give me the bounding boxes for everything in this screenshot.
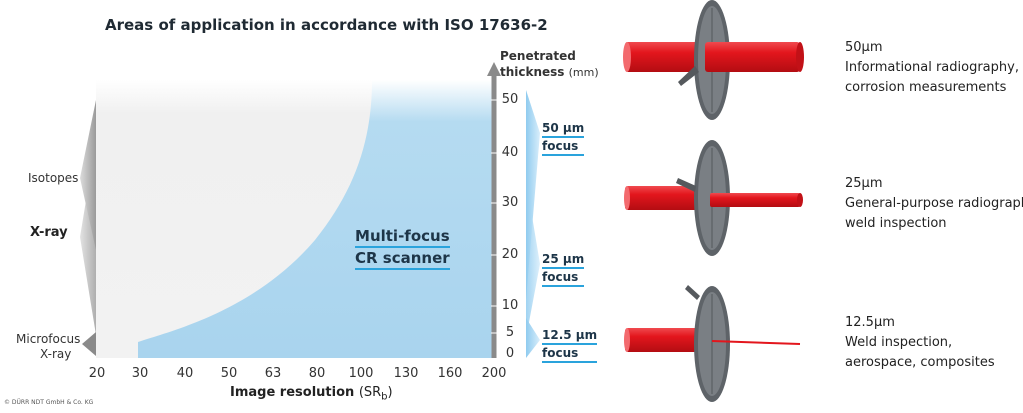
description-line: General-purpose radiography, (845, 196, 1023, 211)
microfocus-label-line2: X-ray (40, 347, 72, 361)
x-tick: 50 (220, 366, 238, 381)
description-title: 25µm (845, 176, 883, 191)
copyright-notice: © DÜRR NDT GmbH & Co. KG (4, 399, 94, 406)
focus-12-illustration (624, 285, 801, 402)
diagram-title: Areas of application in accordance with … (105, 16, 548, 34)
y-tick: 40 (501, 145, 519, 160)
description-25: 25µm General-purpose radiography, weld i… (845, 174, 1023, 234)
x-tick: 30 (131, 366, 149, 381)
focus-12-chevron (526, 318, 540, 358)
description-line: Weld inspection, (845, 335, 953, 350)
description-line: corrosion measurements (845, 80, 1007, 95)
description-50: 50µm Informational radiography, corrosio… (845, 38, 1019, 98)
scanner-label-line1: Multi-focus (355, 226, 450, 248)
y-tick: 5 (505, 325, 515, 340)
x-tick: 80 (308, 366, 326, 381)
y-tick: 30 (501, 195, 519, 210)
y-axis-label-line1: Penetrated (500, 49, 576, 63)
x-axis-label-text: Image resolution (230, 385, 355, 400)
y-tick: 20 (501, 247, 519, 262)
focus-25-label: 25 µm focus (542, 251, 585, 287)
x-axis-unit: (SRb) (358, 385, 393, 403)
x-tick: 63 (264, 366, 282, 381)
y-axis-label: Penetrated thickness (mm) (500, 48, 599, 81)
y-tick: 0 (505, 346, 515, 361)
x-tick: 130 (393, 366, 419, 381)
focus-50-illustration (623, 0, 804, 120)
description-12: 12.5µm Weld inspection, aerospace, compo… (845, 313, 995, 373)
y-tick: 10 (501, 298, 519, 313)
focus-25-chevron (526, 180, 540, 338)
scanner-area (138, 80, 494, 358)
x-axis-label: Image resolution (SRb) (230, 385, 393, 403)
x-tick: 160 (437, 366, 463, 381)
description-line: aerospace, composites (845, 355, 995, 370)
x-tick: 200 (481, 366, 507, 381)
y-axis-label-line2: thickness (500, 65, 565, 79)
microfocus-label-line1: Microfocus (16, 332, 81, 346)
focus-12-label: 12.5 µm focus (542, 327, 598, 363)
x-tick: 40 (176, 366, 194, 381)
description-title: 12.5µm (845, 315, 895, 330)
focus-50-label: 50 µm focus (542, 120, 585, 156)
description-title: 50µm (845, 40, 883, 55)
xray-bracket (80, 140, 96, 335)
isotopes-label: Isotopes (28, 171, 79, 185)
x-tick: 100 (348, 366, 374, 381)
description-line: Informational radiography, (845, 60, 1019, 75)
scanner-label: Multi-focus CR scanner (355, 226, 450, 270)
y-tick: 50 (501, 92, 519, 107)
description-line: weld inspection (845, 216, 947, 231)
y-axis-unit: (mm) (568, 66, 599, 79)
microfocus-bracket (82, 332, 96, 356)
x-tick: 20 (88, 366, 106, 381)
focus-25-illustration (624, 140, 803, 256)
y-axis-arrow (487, 62, 501, 76)
scanner-label-line2: CR scanner (355, 248, 450, 270)
xray-label: X-ray (30, 225, 68, 240)
